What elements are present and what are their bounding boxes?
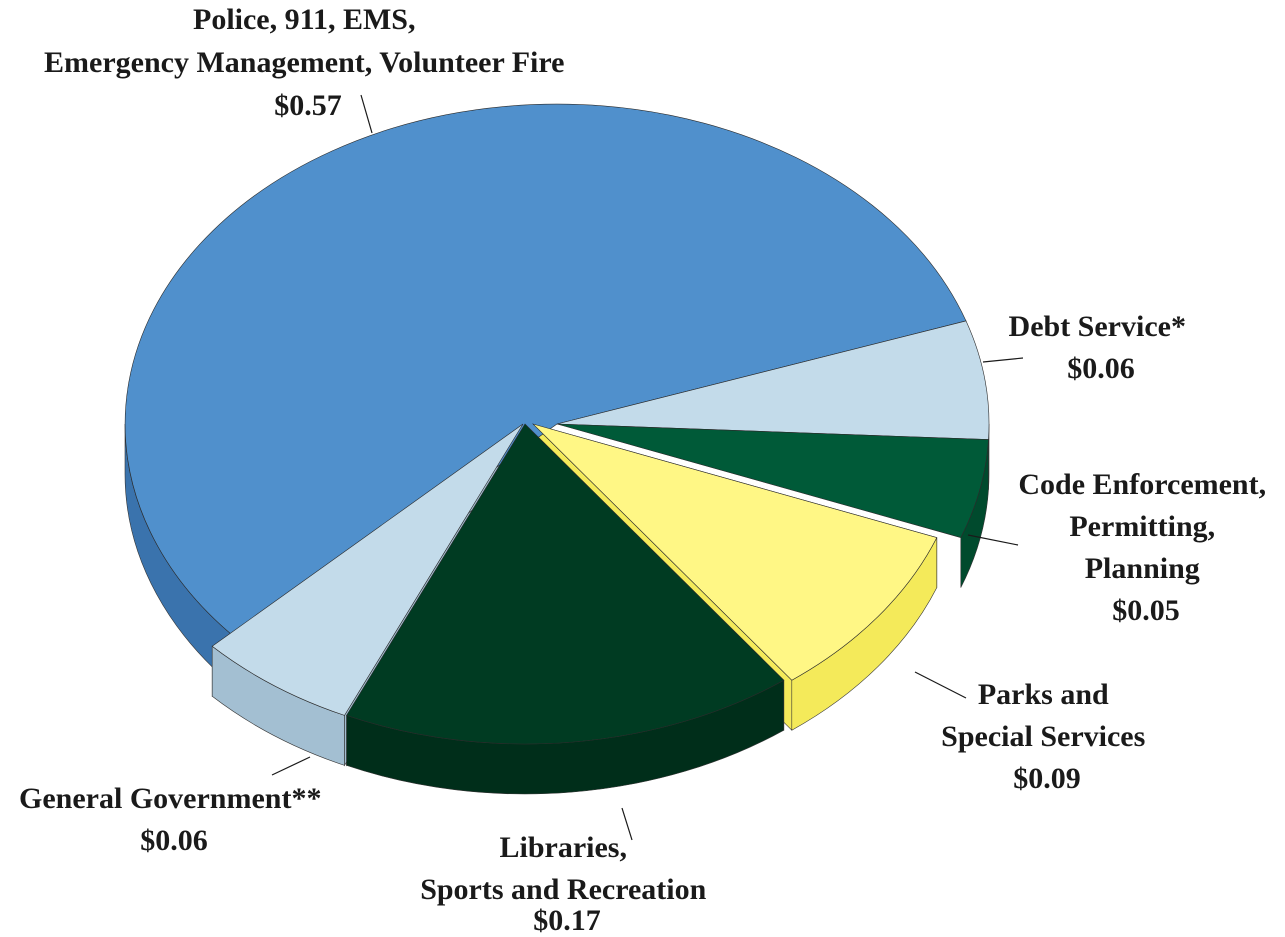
label-parks-line1: Parks and (978, 678, 1109, 711)
label-libraries: Libraries, Sports and Recreation $0.17 (420, 831, 714, 937)
label-libraries-line1: Libraries, (500, 831, 628, 864)
label-libraries-line2: Sports and Recreation (420, 873, 706, 906)
label-general-government: General Government** $0.06 (19, 782, 329, 857)
label-code-line2: Permitting, (1069, 510, 1215, 543)
pie-slices (124, 103, 990, 745)
label-police-value: $0.57 (274, 89, 342, 122)
slice-general-government (211, 423, 524, 716)
leader-line-general-government (271, 756, 311, 776)
label-general-value: $0.06 (140, 824, 208, 857)
label-code-value: $0.05 (1112, 594, 1180, 627)
label-libraries-value: $0.17 (533, 904, 601, 937)
leader-line-debt-service (982, 357, 1024, 363)
label-debt-service: Debt Service* $0.06 (1009, 310, 1194, 385)
leader-line-police (360, 94, 373, 134)
label-debt-value: $0.06 (1067, 352, 1135, 385)
label-code-enforcement: Code Enforcement, Permitting, Planning $… (1018, 468, 1273, 627)
leader-line-parks (914, 671, 967, 699)
leader-line-libraries (621, 807, 633, 841)
label-parks: Parks and Special Services $0.09 (941, 678, 1153, 795)
label-parks-value: $0.09 (1013, 762, 1081, 795)
slice-parks (531, 423, 938, 681)
label-code-line1: Code Enforcement, (1018, 468, 1266, 501)
label-police-line2: Emergency Management, Volunteer Fire (44, 46, 564, 79)
label-police-line1: Police, 911, EMS, (193, 3, 415, 36)
label-debt-line1: Debt Service* (1009, 310, 1186, 343)
label-police: Police, 911, EMS, Emergency Management, … (44, 3, 572, 122)
label-code-line3: Planning (1085, 552, 1200, 585)
leader-lines (271, 94, 1024, 841)
slice-libraries (346, 423, 785, 745)
label-general-line1: General Government** (19, 782, 321, 815)
label-parks-line2: Special Services (941, 720, 1145, 753)
slice-debt-service (556, 320, 990, 440)
slice-police (124, 103, 967, 647)
slice-code-enforcement (556, 423, 989, 538)
leader-line-code-enforcement (967, 534, 1019, 546)
